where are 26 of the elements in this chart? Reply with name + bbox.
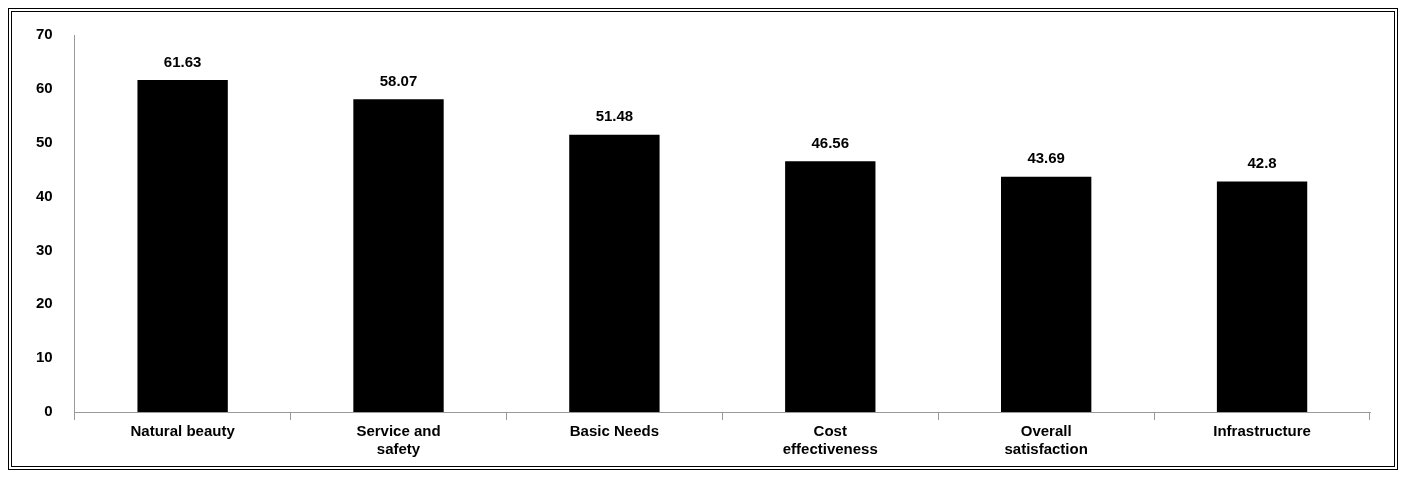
y-tick-label: 60 xyxy=(36,79,53,96)
data-label: 46.56 xyxy=(811,133,850,151)
y-tick-label: 10 xyxy=(36,348,53,366)
bar xyxy=(137,80,228,412)
data-label: 43.69 xyxy=(1027,149,1065,167)
data-label: 51.48 xyxy=(595,107,634,125)
y-tick-label: 30 xyxy=(36,240,53,258)
data-label: 58.07 xyxy=(379,71,418,89)
data-label: 42.8 xyxy=(1247,154,1277,172)
y-tick-label: 20 xyxy=(36,294,53,312)
x-tick-label: Cost effectiveness xyxy=(782,422,878,458)
x-tick-label: Natural beauty xyxy=(130,422,236,440)
bar xyxy=(569,134,660,412)
x-tick-label: Service and safety xyxy=(356,422,441,458)
bar xyxy=(1216,181,1308,412)
x-tick-label: Infrastructure xyxy=(1213,422,1311,440)
y-tick-label: 0 xyxy=(44,402,53,420)
bar xyxy=(1001,176,1092,412)
bar xyxy=(353,99,444,412)
bar xyxy=(785,161,876,412)
x-tick-label: Overall satisfaction xyxy=(1004,422,1088,458)
x-tick-label: Basic Needs xyxy=(569,422,660,440)
y-tick-label: 40 xyxy=(36,186,53,204)
data-label: 61.63 xyxy=(163,52,202,70)
y-tick-label: 70 xyxy=(36,25,53,43)
y-tick-label: 50 xyxy=(36,132,53,150)
